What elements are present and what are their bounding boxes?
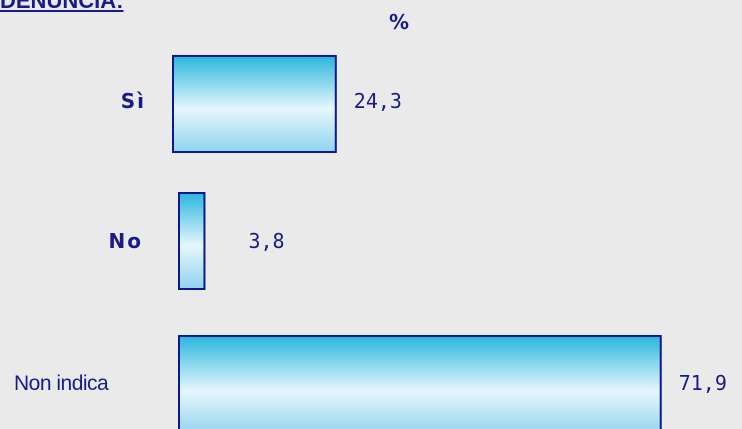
value-label-1: 3,8 <box>248 229 284 253</box>
category-label-1: No <box>109 229 143 253</box>
bar-1 <box>178 192 206 290</box>
bar-0 <box>172 55 337 153</box>
bar-2 <box>178 335 662 429</box>
category-label-0: Sì <box>121 89 146 113</box>
value-label-2: 71,9 <box>679 371 727 395</box>
unit-label: % <box>389 10 410 34</box>
category-label-2: Non indica <box>14 372 109 395</box>
chart-title: DENUNCIA: <box>0 0 124 13</box>
value-label-0: 24,3 <box>354 89 402 113</box>
